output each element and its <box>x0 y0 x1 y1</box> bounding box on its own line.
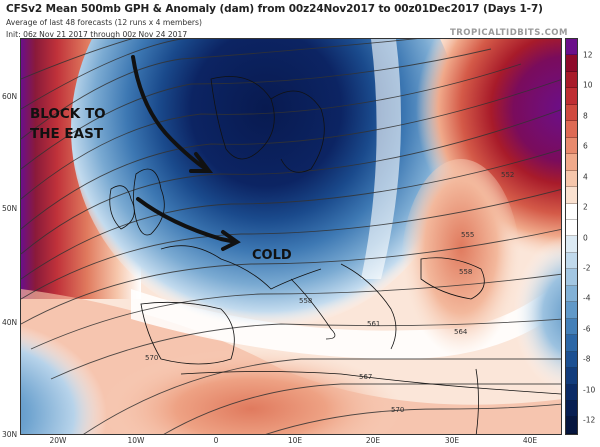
lat-label-50n: 50N <box>2 204 18 213</box>
colorbar-tick: -4 <box>583 293 591 303</box>
height-contours <box>21 39 561 434</box>
colorbar-swatch <box>566 252 577 270</box>
colorbar-swatch <box>566 351 577 369</box>
annotation-block-line1: BLOCK TO <box>30 106 106 122</box>
colorbar-swatch <box>566 104 577 122</box>
lon-label-30e: 30E <box>444 436 460 445</box>
colorbar-tick: -6 <box>583 324 591 334</box>
contour-label: 555 <box>461 231 474 239</box>
colorbar-swatch <box>566 318 577 336</box>
colorbar-swatch <box>566 137 577 155</box>
east-low-anomaly <box>501 234 561 394</box>
colorbar-swatch <box>566 121 577 138</box>
colorbar-swatch <box>566 417 577 434</box>
chart-title: CFSv2 Mean 500mb GPH & Anomaly (dam) fro… <box>6 3 543 15</box>
contour-label: 570 <box>391 406 404 414</box>
colorbar-swatch <box>566 55 577 72</box>
arrow-south-icon <box>136 197 238 244</box>
colorbar-swatch <box>566 219 577 237</box>
contour-label: 567 <box>359 373 372 381</box>
colorbar-swatch <box>566 400 577 418</box>
contour-label-group: 552 555 558 558 561 564 567 570 570 <box>145 171 514 414</box>
colorbar-tick: 2 <box>583 202 588 212</box>
colorbar-swatch <box>566 302 577 319</box>
colorbar-swatch <box>566 203 577 220</box>
atlantic-low-anomaly <box>21 319 151 434</box>
anomaly-colorbar <box>565 38 578 435</box>
contour-label: 558 <box>459 268 472 276</box>
contour-label: 558 <box>299 297 312 305</box>
colorbar-swatch <box>566 71 577 89</box>
colorbar-swatch <box>566 88 577 105</box>
contour-label: 564 <box>454 328 468 336</box>
coastlines <box>109 76 561 434</box>
lon-label-20e: 20E <box>365 436 381 445</box>
annotation-block: BLOCK TO THE EAST <box>30 104 106 144</box>
trough-anomaly <box>71 39 461 329</box>
lon-label-0: 0 <box>213 436 219 445</box>
brand-watermark: TROPICALTIDBITS.COM <box>449 28 568 38</box>
chart-subtitle-ensemble: Average of last 48 forecasts (12 runs x … <box>6 18 202 27</box>
colorbar-tick: 8 <box>583 111 588 121</box>
annotation-block-line2: THE EAST <box>30 126 104 142</box>
colorbar-tick: -2 <box>583 263 591 273</box>
annotation-arrows <box>131 55 241 251</box>
lat-label-60n: 60N <box>2 92 18 101</box>
colorbar-tick: 10 <box>583 80 593 90</box>
colorbar-swatch <box>566 170 577 188</box>
colorbar-swatch <box>566 187 577 204</box>
colorbar-swatch <box>566 368 577 385</box>
colorbar-swatch <box>566 285 577 303</box>
arrow-north-icon <box>131 55 208 171</box>
annotation-cold: COLD <box>252 248 292 263</box>
lon-label-10e: 10E <box>287 436 303 445</box>
contour-label: 552 <box>501 171 514 179</box>
colorbar-swatch <box>566 236 577 253</box>
colorbar-tick: -12 <box>583 415 596 425</box>
contour-label: 561 <box>367 320 380 328</box>
lon-label-40e: 40E <box>522 436 538 445</box>
chart-subtitle-init: Init: 06z Nov 21 2017 through 00z Nov 24… <box>6 30 188 39</box>
map-canvas: 552 555 558 558 561 564 567 570 570 <box>21 39 561 434</box>
colorbar-tick: 4 <box>583 172 588 182</box>
colorbar-tick: -8 <box>583 354 591 364</box>
colorbar-tick: 6 <box>583 141 588 151</box>
colorbar-tick: -10 <box>583 385 596 395</box>
colorbar-swatch <box>566 269 577 286</box>
colorbar-tick: 0 <box>583 233 588 243</box>
colorbar-tick: 12 <box>583 50 593 60</box>
colorbar-swatch <box>566 39 577 56</box>
lat-label-40n: 40N <box>2 318 18 327</box>
colorbar-swatch <box>566 154 577 171</box>
colorbar-swatch <box>566 384 577 401</box>
colorbar-swatch <box>566 335 577 352</box>
anomaly-map: 552 555 558 558 561 564 567 570 570 <box>20 38 562 435</box>
lat-label-30n: 30N <box>2 430 18 439</box>
lon-label-20w: 20W <box>49 436 67 445</box>
contour-label: 570 <box>145 354 158 362</box>
lon-label-10w: 10W <box>127 436 145 445</box>
